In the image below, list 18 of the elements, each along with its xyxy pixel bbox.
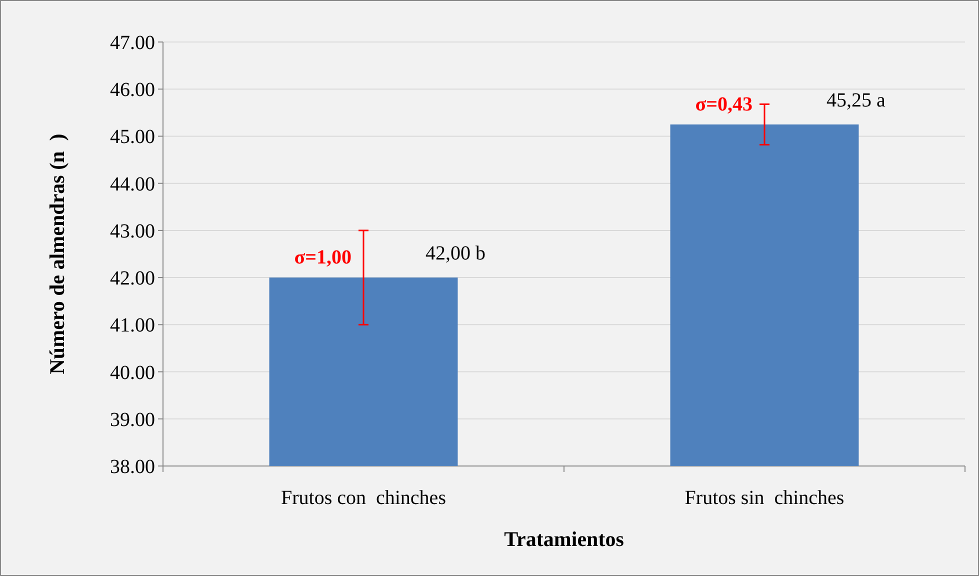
- y-tick-label: 39.00: [110, 408, 155, 431]
- data-label: 42,00 b: [426, 242, 486, 265]
- y-tick-label: 45.00: [110, 126, 155, 148]
- y-tick-label: 43.00: [110, 220, 155, 242]
- y-tick-label: 46.00: [110, 79, 155, 102]
- data-label: 45,25 a: [826, 89, 886, 112]
- y-tick-label: 42.00: [110, 268, 155, 290]
- x-tick-label: Frutos con chinches: [281, 487, 446, 509]
- y-axis-title: Número de almendras (n ): [45, 134, 69, 374]
- y-tick-label: 44.00: [110, 173, 155, 196]
- y-tick-label: 47.00: [110, 32, 155, 54]
- y-tick-label: 41.00: [110, 314, 155, 337]
- y-tick-label: 38.00: [110, 456, 155, 478]
- y-tick-label: 40.00: [110, 362, 155, 384]
- x-axis-title: Tratamientos: [504, 527, 624, 551]
- annotation: σ=0,43: [695, 93, 752, 116]
- x-tick-label: Frutos sin chinches: [684, 487, 844, 509]
- annotation: σ=1,00: [294, 246, 352, 269]
